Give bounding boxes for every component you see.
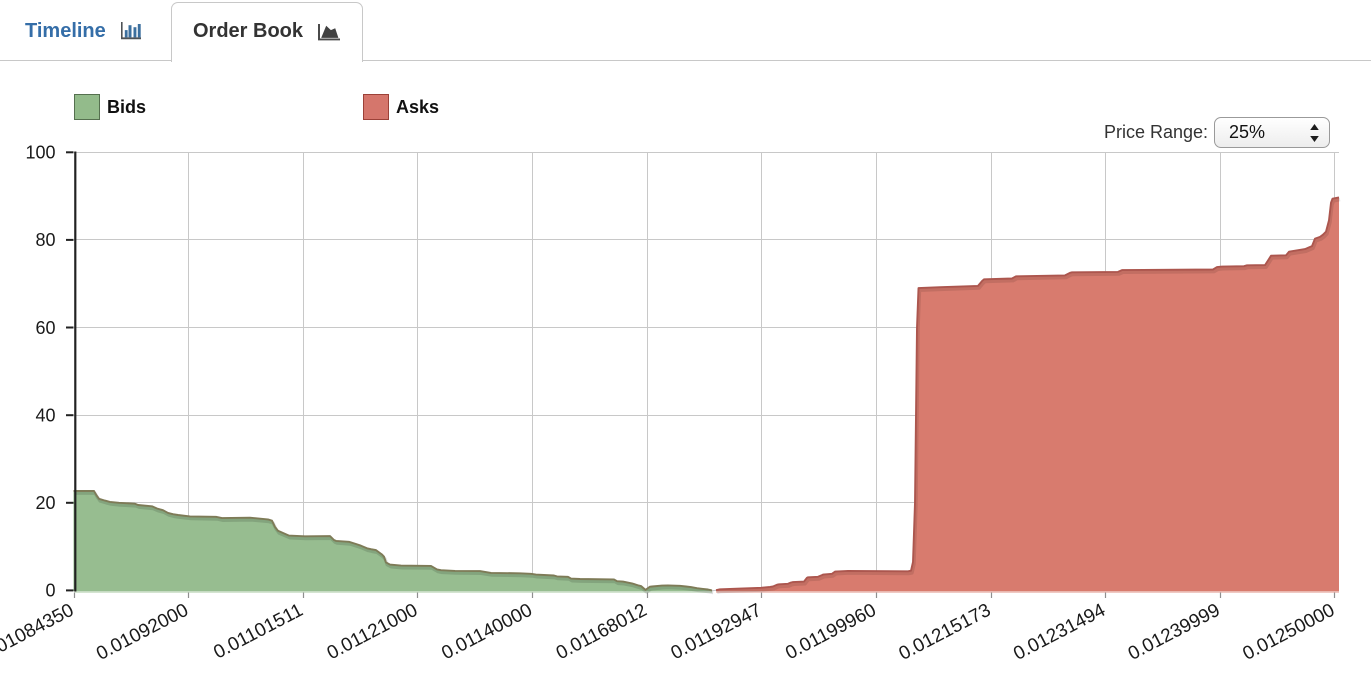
svg-text:0.01101511: 0.01101511	[210, 600, 306, 664]
svg-text:0.01215173: 0.01215173	[896, 600, 995, 665]
svg-text:0: 0	[45, 581, 55, 601]
svg-text:80: 80	[35, 230, 55, 250]
svg-text:40: 40	[35, 406, 55, 426]
svg-text:0.01140000: 0.01140000	[438, 600, 535, 664]
svg-text:0.01199960: 0.01199960	[782, 600, 879, 664]
svg-text:0.01084350: 0.01084350	[0, 600, 77, 665]
svg-text:20: 20	[35, 493, 55, 513]
svg-text:0.01192947: 0.01192947	[668, 600, 765, 664]
svg-text:0.01239999: 0.01239999	[1125, 600, 1224, 665]
svg-text:60: 60	[35, 318, 55, 338]
svg-text:0.01092000: 0.01092000	[93, 600, 192, 665]
svg-text:0.01121000: 0.01121000	[324, 600, 421, 664]
svg-text:0.01168012: 0.01168012	[553, 600, 650, 664]
svg-text:0.01250000: 0.01250000	[1239, 600, 1338, 665]
svg-text:100: 100	[25, 143, 55, 163]
svg-text:0.01231494: 0.01231494	[1010, 600, 1109, 665]
